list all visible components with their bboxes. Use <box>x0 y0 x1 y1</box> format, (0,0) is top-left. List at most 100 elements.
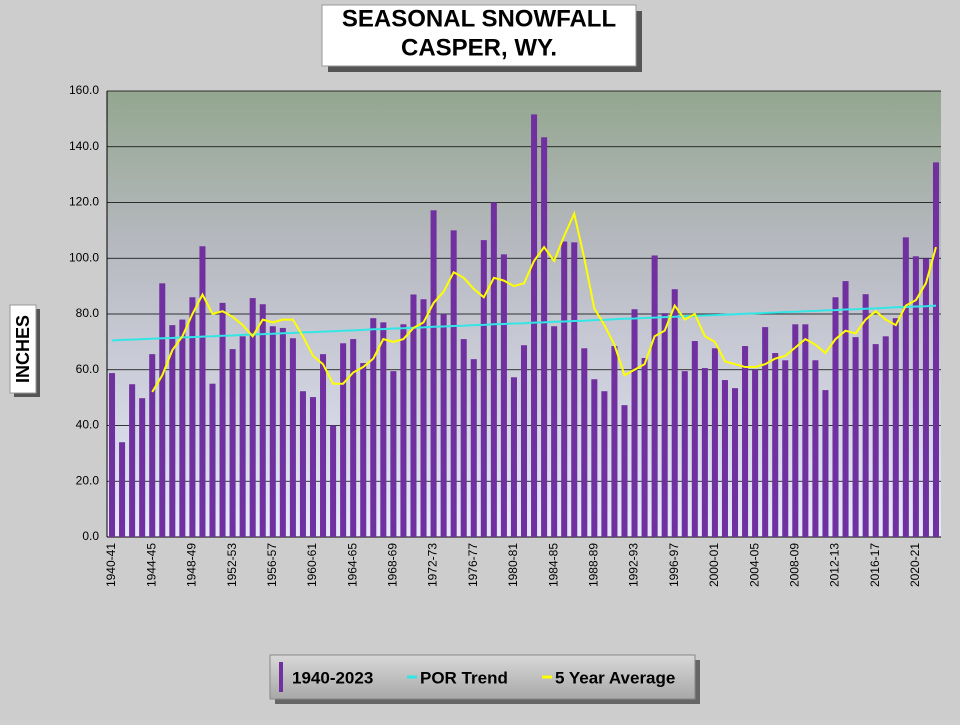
bar <box>571 242 578 537</box>
bar <box>902 237 909 537</box>
bar <box>842 281 849 537</box>
bar <box>460 339 467 537</box>
bar <box>159 283 166 537</box>
bar <box>531 114 538 537</box>
bar <box>621 405 628 537</box>
bar <box>862 294 869 537</box>
bar <box>400 324 407 537</box>
bar <box>752 370 759 537</box>
bar <box>169 325 176 537</box>
line <box>111 304 937 342</box>
bar <box>802 324 809 537</box>
bar <box>380 322 387 537</box>
bar <box>892 318 899 537</box>
bar <box>289 338 296 537</box>
x-tick-label: 1996-97 <box>667 543 681 587</box>
bar <box>330 425 337 537</box>
x-tick-label: 1972-73 <box>426 543 440 587</box>
x-tick-label: 1940-41 <box>104 543 118 587</box>
y-tick-label: 160.0 <box>69 83 99 97</box>
bar <box>932 162 939 538</box>
x-tick-label: 1948-49 <box>185 543 199 587</box>
bar <box>430 210 437 537</box>
legend-label: POR Trend <box>420 668 508 687</box>
bar <box>209 383 216 537</box>
legend-label: 1940-2023 <box>292 668 373 687</box>
bar <box>350 339 357 537</box>
y-tick-label: 40.0 <box>76 418 100 432</box>
bar <box>661 313 668 537</box>
bar <box>420 299 427 537</box>
title-box <box>321 4 637 67</box>
bar <box>129 384 136 537</box>
bar <box>792 324 799 537</box>
chart-title: SEASONAL SNOWFALL <box>342 5 616 32</box>
bar <box>199 246 206 538</box>
bar <box>249 298 256 537</box>
bar <box>762 327 769 537</box>
bar <box>309 397 317 537</box>
bar <box>711 348 718 537</box>
x-tick-label: 2012-13 <box>828 543 842 587</box>
line <box>151 210 937 393</box>
x-tick-label: 1984-85 <box>546 543 560 587</box>
x-tick-label: 1956-57 <box>265 543 279 587</box>
bar <box>832 297 839 537</box>
bar <box>772 353 779 537</box>
bar <box>731 388 739 537</box>
bar <box>651 255 658 537</box>
bar <box>510 377 517 537</box>
bar <box>390 371 397 537</box>
legend-box <box>269 654 696 700</box>
bar <box>360 363 367 537</box>
x-tick-label: 1976-77 <box>466 543 480 587</box>
bar <box>691 341 698 537</box>
y-tick-label: 120.0 <box>69 195 99 209</box>
y-tick-label: 80.0 <box>76 306 100 320</box>
bar <box>631 309 638 537</box>
bar <box>721 380 728 537</box>
bar <box>189 297 196 537</box>
bar <box>581 348 588 537</box>
legend-swatch <box>279 662 283 692</box>
bar <box>852 337 859 537</box>
bar <box>410 294 417 537</box>
x-tick-label: 1944-45 <box>144 543 158 587</box>
x-tick-label: 1960-61 <box>305 543 319 587</box>
bar <box>922 258 929 537</box>
bar <box>912 256 919 537</box>
bar <box>551 326 558 537</box>
bar <box>872 344 879 537</box>
bar <box>520 345 528 537</box>
bar <box>470 359 477 537</box>
bar <box>299 391 306 537</box>
y-label-box <box>9 304 37 394</box>
x-tick-label: 1988-89 <box>587 543 601 587</box>
bar <box>179 319 186 537</box>
bar <box>701 368 708 537</box>
bar <box>340 343 347 537</box>
chart-title: CASPER, WY. <box>401 34 557 61</box>
bar <box>671 289 678 537</box>
bar <box>480 240 487 537</box>
y-axis-label: INCHES <box>13 315 33 383</box>
bar <box>259 304 266 537</box>
bar <box>541 137 548 537</box>
y-tick-label: 100.0 <box>69 250 99 264</box>
y-tick-label: 0.0 <box>82 529 99 543</box>
x-tick-label: 1992-93 <box>627 543 641 587</box>
bar <box>370 318 377 537</box>
bar <box>139 398 146 537</box>
legend-label: 5 Year Average <box>555 668 675 687</box>
bar <box>601 391 608 537</box>
bar <box>219 302 226 537</box>
bar <box>500 254 507 537</box>
bar <box>149 354 156 537</box>
bar <box>109 373 116 537</box>
x-tick-label: 1964-65 <box>345 543 359 587</box>
y-tick-label: 20.0 <box>76 473 100 487</box>
x-tick-label: 2020-21 <box>908 543 922 587</box>
bar <box>742 346 749 537</box>
bar <box>490 202 497 537</box>
